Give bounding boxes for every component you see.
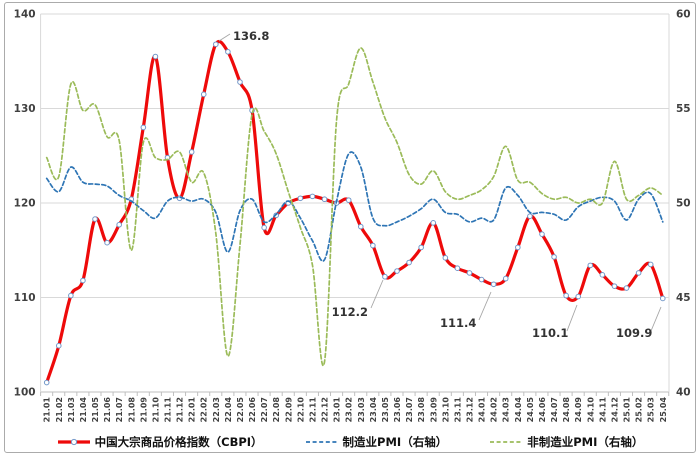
svg-text:24.03: 24.03 [502, 397, 511, 422]
svg-text:24.11: 24.11 [598, 397, 607, 423]
svg-text:22.11: 22.11 [308, 397, 317, 423]
legend-item-cbpi: 中国大宗商品价格指数（CBPI） [57, 434, 263, 450]
chart-legend: 中国大宗商品价格指数（CBPI） 制造业PMI（右轴） 非制造业PMI（右轴） [0, 434, 700, 450]
svg-text:22.02: 22.02 [200, 397, 209, 422]
svg-text:24.12: 24.12 [610, 397, 619, 422]
manufacturing-pmi-line-sample-icon [305, 441, 338, 443]
svg-text:21.04: 21.04 [79, 397, 88, 423]
svg-text:21.07: 21.07 [115, 397, 124, 422]
nonmanufacturing-pmi-line [45, 47, 664, 367]
svg-text:22.01: 22.01 [188, 397, 197, 423]
svg-text:25.01: 25.01 [623, 397, 632, 423]
svg-text:22.08: 22.08 [272, 397, 281, 423]
svg-text:25.04: 25.04 [659, 397, 668, 423]
svg-text:22.12: 22.12 [321, 397, 330, 422]
svg-text:21.05: 21.05 [91, 397, 100, 423]
svg-text:110: 110 [14, 292, 36, 304]
svg-text:23.09: 23.09 [429, 397, 438, 423]
svg-text:21.09: 21.09 [139, 397, 148, 423]
svg-text:23.12: 23.12 [466, 397, 475, 422]
svg-text:22.07: 22.07 [260, 397, 269, 422]
gridlines [40, 13, 670, 393]
legend-label-manufacturing-pmi: 制造业PMI（右轴） [342, 435, 448, 449]
svg-text:24.09: 24.09 [574, 397, 583, 423]
svg-text:45: 45 [676, 292, 691, 304]
svg-text:24.08: 24.08 [562, 397, 571, 423]
svg-text:22.09: 22.09 [284, 397, 293, 423]
svg-text:21.10: 21.10 [151, 397, 160, 423]
manufacturing-pmi-line [45, 151, 664, 262]
annotations: 136.8 112.2 111.4 110.1 109.9 [218, 29, 662, 340]
legend-label-cbpi: 中国大宗商品价格指数（CBPI） [94, 435, 263, 449]
data-label-111.4: 111.4 [440, 316, 476, 330]
svg-text:23.02: 23.02 [345, 397, 354, 422]
svg-text:21.08: 21.08 [127, 397, 136, 423]
svg-text:24.04: 24.04 [514, 397, 523, 423]
svg-text:23.11: 23.11 [453, 397, 462, 423]
nonmanufacturing-pmi-line-sample-icon [490, 441, 523, 443]
svg-text:120: 120 [14, 198, 36, 210]
svg-text:21.02: 21.02 [55, 397, 64, 422]
svg-text:21.06: 21.06 [103, 397, 112, 423]
svg-text:25.03: 25.03 [647, 397, 656, 422]
svg-text:23.08: 23.08 [417, 397, 426, 423]
x-axis-labels: 21.01 21.02 21.03 21.04 21.05 21.06 21.07 21.08… [43, 397, 668, 423]
svg-text:100: 100 [14, 387, 36, 399]
data-label-109.9: 109.9 [616, 326, 652, 340]
svg-text:23.03: 23.03 [357, 397, 366, 422]
cbpi-line [45, 39, 665, 385]
svg-text:24.05: 24.05 [526, 397, 535, 423]
svg-text:40: 40 [676, 387, 691, 399]
svg-text:22.05: 22.05 [236, 397, 245, 423]
data-label-112.2: 112.2 [332, 305, 368, 319]
svg-text:21.12: 21.12 [176, 397, 185, 422]
svg-text:23.07: 23.07 [405, 397, 414, 422]
cbpi-line-sample-icon [57, 438, 90, 446]
data-label-136.8: 136.8 [233, 29, 269, 43]
svg-text:22.03: 22.03 [212, 397, 221, 422]
svg-text:130: 130 [14, 103, 36, 115]
svg-text:60: 60 [676, 9, 691, 21]
svg-text:23.05: 23.05 [381, 397, 390, 423]
svg-text:22.04: 22.04 [224, 397, 233, 423]
legend-item-manufacturing-pmi: 制造业PMI（右轴） [305, 434, 448, 450]
svg-text:23.10: 23.10 [441, 397, 450, 423]
svg-text:21.01: 21.01 [43, 397, 52, 423]
svg-text:24.07: 24.07 [550, 397, 559, 422]
left-axis-labels: 100 110 120 130 140 [14, 9, 36, 399]
data-label-110.1: 110.1 [532, 326, 568, 340]
svg-text:24.01: 24.01 [478, 397, 487, 423]
svg-text:140: 140 [14, 9, 36, 21]
x-axis-ticks [40, 392, 670, 396]
svg-text:50: 50 [676, 198, 691, 210]
svg-text:24.02: 24.02 [490, 397, 499, 422]
svg-text:24.06: 24.06 [538, 397, 547, 423]
svg-text:23.04: 23.04 [369, 397, 378, 423]
svg-text:21.11: 21.11 [164, 397, 173, 423]
svg-text:23.01: 23.01 [333, 397, 342, 423]
svg-text:55: 55 [676, 103, 691, 115]
legend-item-nonmanufacturing-pmi: 非制造业PMI（右轴） [489, 434, 643, 450]
svg-text:21.03: 21.03 [67, 397, 76, 422]
right-axis-labels: 40 45 50 55 60 [676, 9, 691, 399]
svg-text:22.10: 22.10 [296, 397, 305, 423]
svg-text:22.06: 22.06 [248, 397, 257, 423]
cbpi-line-markers [43, 41, 666, 386]
legend-label-nonmanufacturing-pmi: 非制造业PMI（右轴） [527, 435, 644, 449]
svg-text:25.02: 25.02 [635, 397, 644, 422]
svg-text:23.06: 23.06 [393, 397, 402, 423]
svg-text:24.10: 24.10 [586, 397, 595, 423]
